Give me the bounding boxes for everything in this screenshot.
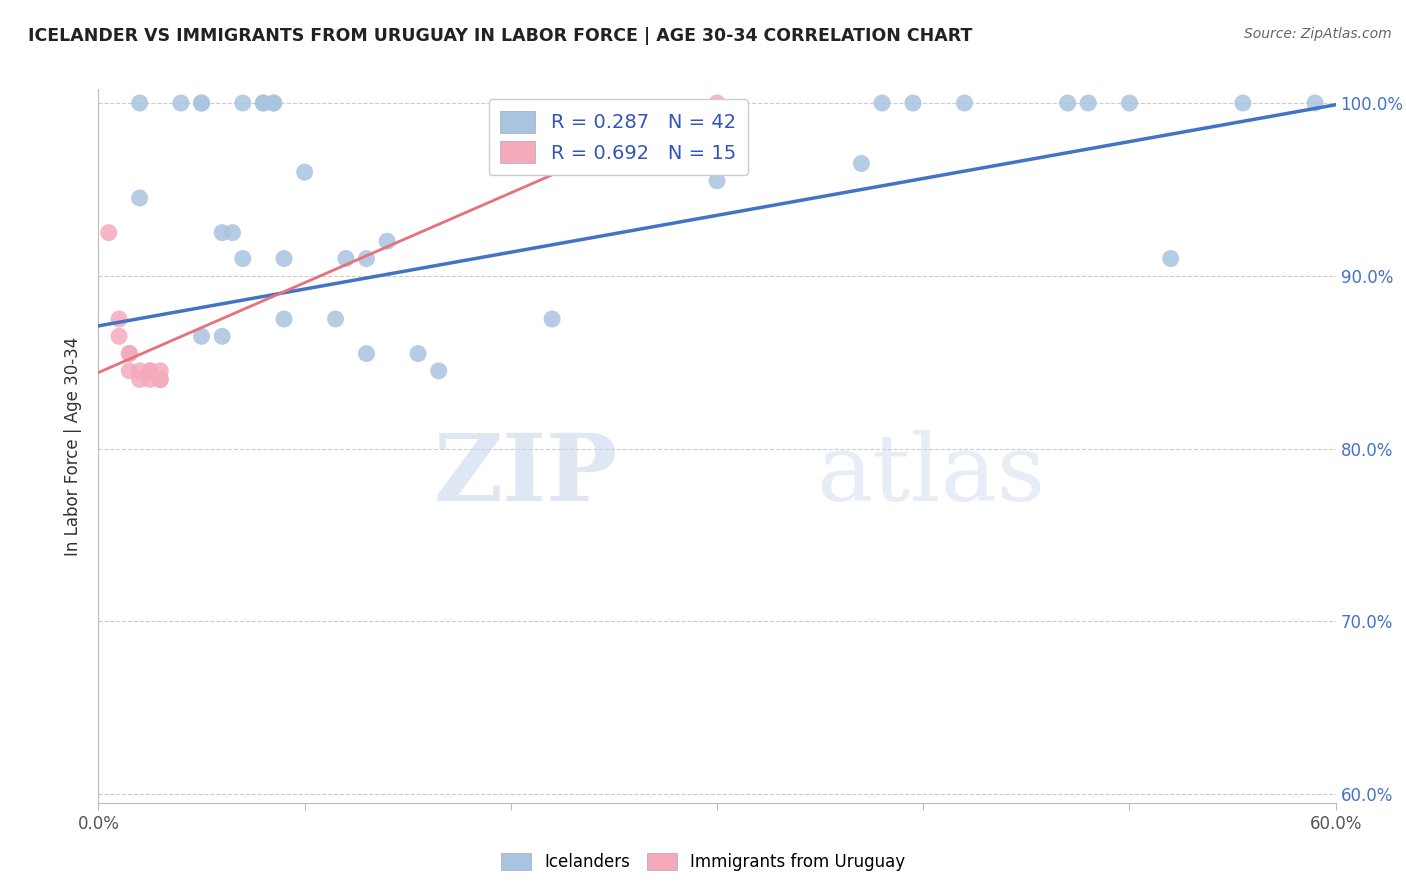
Point	[108, 329, 131, 343]
Point	[211, 329, 233, 343]
Point	[149, 372, 172, 386]
Point	[406, 346, 429, 360]
Text: ICELANDER VS IMMIGRANTS FROM URUGUAY IN LABOR FORCE | AGE 30-34 CORRELATION CHAR: ICELANDER VS IMMIGRANTS FROM URUGUAY IN …	[28, 27, 973, 45]
Point	[211, 226, 233, 240]
Point	[273, 252, 295, 266]
Point	[190, 95, 212, 110]
Point	[221, 226, 243, 240]
Text: atlas: atlas	[815, 430, 1045, 519]
Legend: Icelanders, Immigrants from Uruguay: Icelanders, Immigrants from Uruguay	[492, 845, 914, 880]
Point	[1077, 95, 1099, 110]
Point	[232, 95, 254, 110]
Point	[149, 364, 172, 378]
Y-axis label: In Labor Force | Age 30-34: In Labor Force | Age 30-34	[65, 336, 83, 556]
Point	[139, 372, 162, 386]
Legend: R = 0.287   N = 42, R = 0.692   N = 15: R = 0.287 N = 42, R = 0.692 N = 15	[488, 99, 748, 175]
Point	[108, 312, 131, 326]
Point	[128, 364, 150, 378]
Point	[149, 372, 172, 386]
Point	[1232, 95, 1254, 110]
Point	[1160, 252, 1182, 266]
Point	[901, 95, 924, 110]
Point	[252, 95, 274, 110]
Point	[252, 95, 274, 110]
Point	[128, 95, 150, 110]
Point	[953, 95, 976, 110]
Point	[118, 346, 141, 360]
Point	[541, 312, 564, 326]
Text: Source: ZipAtlas.com: Source: ZipAtlas.com	[1244, 27, 1392, 41]
Point	[190, 329, 212, 343]
Point	[232, 252, 254, 266]
Point	[263, 95, 285, 110]
Point	[706, 95, 728, 110]
Point	[294, 165, 316, 179]
Point	[851, 156, 873, 170]
Point	[97, 226, 120, 240]
Point	[335, 252, 357, 266]
Point	[263, 95, 285, 110]
Point	[273, 312, 295, 326]
Point	[870, 95, 893, 110]
Point	[118, 364, 141, 378]
Point	[139, 364, 162, 378]
Point	[706, 174, 728, 188]
Point	[128, 372, 150, 386]
Point	[128, 191, 150, 205]
Point	[356, 346, 378, 360]
Point	[427, 364, 450, 378]
Point	[325, 312, 347, 326]
Point	[375, 234, 398, 248]
Point	[118, 346, 141, 360]
Point	[139, 364, 162, 378]
Text: ZIP: ZIP	[434, 430, 619, 519]
Point	[170, 95, 193, 110]
Point	[190, 95, 212, 110]
Point	[1056, 95, 1078, 110]
Point	[1303, 95, 1326, 110]
Point	[1118, 95, 1140, 110]
Point	[356, 252, 378, 266]
